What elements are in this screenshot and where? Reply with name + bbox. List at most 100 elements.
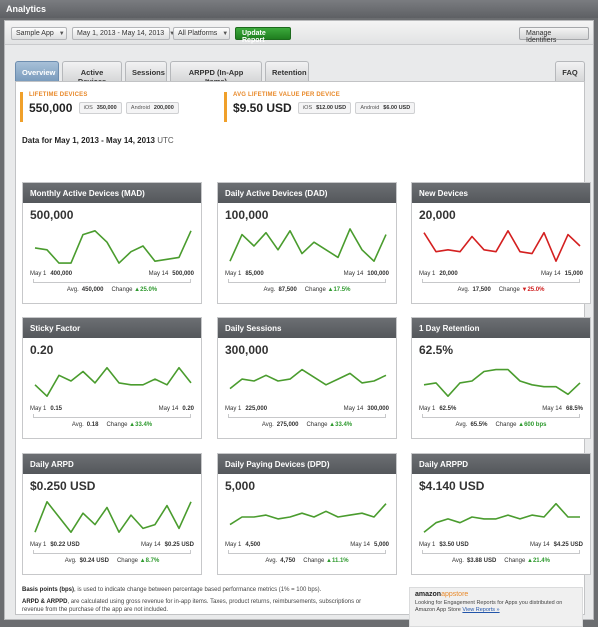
tab-arppd[interactable]: ARPPD (In-App Items) xyxy=(170,61,262,86)
avg-value: 17,500 xyxy=(472,287,491,293)
range-bracket xyxy=(228,550,386,554)
end-value: 100,000 xyxy=(367,271,389,277)
avg-change-row: Avg. $0.24 USD Change ▲8.7% xyxy=(23,558,201,564)
metric-card: New Devices 20,000 May 1 20,000 May 14 15,000… xyxy=(411,182,591,304)
toolbar: Sample App▼ May 1, 2013 - May 14, 2013▼ … xyxy=(5,21,593,45)
end-date: May 14 xyxy=(343,406,364,412)
bps-term: Basis points (bps) xyxy=(22,587,75,593)
timezone-label: UTC xyxy=(157,136,174,145)
start-value: 85,000 xyxy=(245,271,264,277)
end-date: May 14 xyxy=(343,271,364,277)
change-label: Change xyxy=(106,422,128,428)
tab-sessions[interactable]: Sessions xyxy=(125,61,167,81)
range-labels: May 1 62.5% May 14 68.5% xyxy=(419,406,583,416)
start-date: May 1 xyxy=(225,542,242,548)
date-range-select[interactable]: May 1, 2013 - May 14, 2013 ▼ xyxy=(72,27,175,40)
metric-card-title: Monthly Active Devices (MAD) xyxy=(23,183,201,203)
pill-value: 200,000 xyxy=(153,105,174,111)
app-select[interactable]: Sample App ▼ xyxy=(11,27,67,40)
avg-label: Avg. xyxy=(265,558,278,564)
update-report-button[interactable]: Update Report xyxy=(235,27,291,44)
end-value: 15,000 xyxy=(564,271,583,277)
change-label: Change xyxy=(306,422,328,428)
sparkline xyxy=(34,230,192,264)
start-date: May 1 xyxy=(30,406,47,412)
footnotes: Basis points (bps), is used to indicate … xyxy=(22,586,372,614)
avg-label: Avg. xyxy=(71,422,84,428)
start-range: May 1 225,000 xyxy=(225,406,267,412)
end-range: May 14 0.20 xyxy=(159,406,194,412)
sparkline-series xyxy=(34,230,192,264)
bps-text: , is used to indicate change between per… xyxy=(74,587,322,593)
range-labels: May 1 400,000 May 14 500,000 xyxy=(30,271,194,281)
pill-label: iOS xyxy=(302,105,313,111)
start-value: 0.15 xyxy=(50,406,63,412)
sparkline xyxy=(423,368,581,398)
avg-value: 0.18 xyxy=(86,422,99,428)
change-label: Change xyxy=(303,558,325,564)
platform-select[interactable]: All Platforms ▼ xyxy=(173,27,230,40)
overview-panel: LIFETIME DEVICES 550,000 iOS 350,000 Andr… xyxy=(15,81,591,627)
metric-value: 300,000 xyxy=(225,343,269,357)
start-date: May 1 xyxy=(225,406,242,412)
start-date: May 1 xyxy=(225,271,242,277)
sparkline xyxy=(229,228,387,263)
analytics-shell: Sample App▼ May 1, 2013 - May 14, 2013▼ … xyxy=(4,20,594,627)
end-range: May 14 15,000 xyxy=(541,271,583,277)
tab-bar: Overview Active Devices Sessions ARPPD (… xyxy=(15,61,585,86)
range-labels: May 1 85,000 May 14 100,000 xyxy=(225,271,389,281)
change-label: Change xyxy=(304,287,326,293)
start-range: May 1 400,000 xyxy=(30,271,72,277)
tab-overview[interactable]: Overview xyxy=(15,61,59,81)
sparkline xyxy=(423,502,580,533)
chevron-down-icon: ▼ xyxy=(169,31,175,37)
end-date: May 14 xyxy=(140,542,161,548)
change-value: ▲25.0% xyxy=(134,287,158,293)
range-bracket xyxy=(228,279,386,283)
start-value: $0.22 USD xyxy=(50,542,80,548)
start-value: 400,000 xyxy=(50,271,73,277)
sparkline xyxy=(229,503,387,526)
change-value: ▲8.7% xyxy=(139,558,160,564)
tab-faq[interactable]: FAQ xyxy=(555,61,585,81)
change-label: Change xyxy=(498,287,520,293)
pill-value: $12.00 USD xyxy=(316,105,347,111)
android-pill: Android $6.00 USD xyxy=(355,102,416,114)
metric-value: $4.140 USD xyxy=(419,479,485,493)
summary-value: $9.50 USD xyxy=(233,101,292,115)
tab-retention[interactable]: Retention xyxy=(265,61,309,81)
avg-value: $0.24 USD xyxy=(79,558,109,564)
change-value: ▲33.4% xyxy=(129,422,153,428)
sparkline-series xyxy=(34,366,192,398)
summary-value: 550,000 xyxy=(29,101,73,115)
end-range: May 14 68.5% xyxy=(542,406,583,412)
pill-label: iOS xyxy=(83,105,93,111)
end-date: May 14 xyxy=(529,542,550,548)
view-reports-link[interactable]: View Reports » xyxy=(462,607,500,613)
manage-identifiers-button[interactable]: Manage Identifiers xyxy=(519,27,589,44)
metric-card: Daily Active Devices (DAD) 100,000 May 1 85… xyxy=(217,182,397,304)
android-pill: Android 200,000 xyxy=(125,102,179,114)
sparkline-series xyxy=(229,503,387,526)
summary-title: AVG LIFETIME VALUE PER DEVICE xyxy=(233,92,340,98)
date-range-heading: Data for May 1, 2013 - May 14, 2013 UTC xyxy=(22,136,174,145)
tab-active-devices[interactable]: Active Devices xyxy=(62,61,122,86)
sparkline-series xyxy=(229,228,387,263)
range-bracket xyxy=(33,279,191,283)
change-value: ▲21.4% xyxy=(527,558,550,564)
start-value: 62.5% xyxy=(439,406,457,412)
sparkline xyxy=(229,368,387,390)
range-labels: May 1 $3.50 USD May 14 $4.25 USD xyxy=(419,542,583,552)
start-range: May 1 $3.50 USD xyxy=(419,542,469,548)
window-title: Analytics xyxy=(0,0,598,18)
start-date: May 1 xyxy=(419,271,436,277)
logo-store: appstore xyxy=(441,591,469,598)
avg-label: Avg. xyxy=(66,287,79,293)
sparkline xyxy=(34,501,192,534)
metric-value: 5,000 xyxy=(225,479,256,493)
metric-card: Daily ARPD $0.250 USD May 1 $0.22 USD May 14… xyxy=(22,453,202,575)
start-value: $3.50 USD xyxy=(439,542,469,548)
sparkline-series xyxy=(423,502,580,533)
avg-value: $3.88 USD xyxy=(466,558,497,564)
end-range: May 14 100,000 xyxy=(344,271,389,277)
